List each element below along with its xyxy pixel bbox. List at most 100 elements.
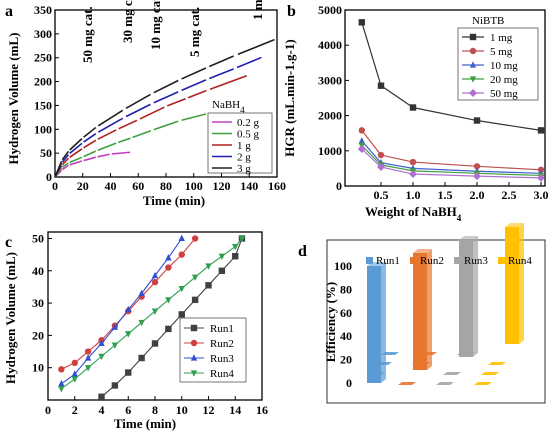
panel-b-legend-label: 5 mg	[490, 46, 513, 58]
panel-a-xtick-label: 160	[268, 179, 286, 193]
panel-a-xtick-label: 20	[77, 179, 89, 193]
panel-a-legend-label: 3 g	[237, 163, 251, 175]
panel-a-series-2g	[83, 133, 97, 143]
panel-c-point	[138, 354, 145, 362]
panel-c-point	[165, 254, 172, 261]
panel-a-series-3g	[97, 109, 124, 127]
panel-b-legend-marker	[469, 47, 477, 55]
panel-a-series-3g	[83, 126, 97, 138]
panel-b-xtick-label: 1.0	[406, 188, 421, 202]
panel-d-bar-side	[519, 223, 524, 344]
panel-b-point	[409, 170, 417, 179]
panel-d-legend-label: Run1	[376, 255, 400, 267]
panel-b-point	[377, 82, 385, 89]
panel-a-series-0.5g	[97, 142, 117, 152]
panel-c-point	[151, 308, 159, 315]
panel-d-floor-tile	[488, 362, 506, 365]
panel-c-point	[205, 282, 212, 289]
panel-d-ytick-label: 60	[340, 306, 352, 320]
panel-c-point	[125, 369, 132, 376]
panel-c-point	[232, 243, 239, 251]
panel-d-floor-tile	[436, 382, 454, 385]
panel-b-legend-marker	[469, 61, 477, 68]
panel-a-series-2g	[208, 68, 235, 80]
panel-a-legend-title: NaBH4	[212, 99, 245, 115]
panel-a-ytick-label: 250	[34, 51, 52, 65]
panel-a-series-1g	[166, 98, 186, 107]
panel-a-xtick-label: 140	[240, 179, 258, 193]
panel-a-ytick-label: 300	[34, 27, 52, 41]
panel-a-series-2g	[153, 91, 179, 104]
panel-b-xtick-label: 3.0	[534, 188, 549, 202]
panel-d-legend-swatch	[454, 257, 461, 264]
panel-c-xtick-label: 12	[203, 403, 215, 417]
panel-c-point	[58, 366, 65, 373]
panel-c-point	[58, 380, 65, 387]
panel-d-floor-tile	[481, 372, 499, 375]
panel-c-ytick-label: 10	[32, 361, 44, 375]
panel-b-ytick-label: 5000	[318, 3, 342, 17]
panel-a-series-0.2g	[97, 153, 110, 158]
panel-a-series-3g	[208, 55, 235, 68]
panel-b-ytick-label: 0	[336, 179, 342, 193]
panel-b-xtick-label: 1.5	[438, 188, 453, 202]
panel-c-legend-marker	[190, 370, 198, 377]
panel-a-annotation: 50 mg cat.	[80, 6, 95, 63]
panel-b-point	[473, 172, 481, 181]
panel-b-ytick-label: 4000	[318, 38, 342, 52]
panel-d-bar	[367, 266, 381, 383]
panel-a-series-3g	[125, 93, 151, 109]
panel-d-legend-swatch	[410, 257, 417, 264]
panel-b-point	[358, 137, 365, 144]
panel-c-point	[151, 340, 159, 347]
panel-a-ytick-label: 0	[46, 170, 52, 184]
panel-b-legend-label: 1 mg	[490, 32, 513, 44]
panel-d-legend-label: Run2	[420, 255, 444, 267]
panel-b-point	[377, 151, 385, 159]
panel-c-point	[98, 339, 105, 347]
panel-d-ytick-label: 100	[334, 259, 352, 273]
panel-d-bar-top	[459, 236, 478, 240]
panel-a-legend-box	[207, 112, 273, 174]
panel-d-floor-tile	[443, 372, 461, 375]
panel-a-annotation: 5 mg cat.	[187, 7, 202, 57]
panel-a-annotation: 30 mg cat.	[120, 0, 135, 43]
panel-a-series-2g	[181, 79, 207, 92]
panel-a-annotation: 1 mg cat.	[250, 0, 265, 20]
panel-b-point	[358, 127, 365, 134]
panel-a-series-2g	[236, 56, 262, 69]
panel-b-point	[473, 163, 481, 170]
panel-a-xtick-label: 40	[105, 179, 117, 193]
panel-a-xtick-label: 60	[132, 179, 144, 193]
panel-b-letter: b	[287, 3, 296, 20]
panel-c-point	[165, 297, 172, 304]
panel-b-legend-marker	[469, 89, 477, 97]
panel-b-legend-label: 50 mg	[490, 88, 518, 100]
panel-b-series-50mg	[361, 148, 542, 179]
panel-c-legend-label: Run4	[210, 368, 234, 380]
panel-c-point	[178, 285, 185, 293]
panel-a-series-0.5g	[181, 113, 207, 122]
panel-c-point	[191, 274, 199, 282]
panel-a-series-1g	[83, 139, 97, 149]
panel-c-ytick-label: 20	[32, 328, 44, 342]
panel-a-ytick-label: 150	[34, 98, 52, 112]
panel-a-series-3g	[181, 67, 207, 80]
panel-c-letter: c	[5, 234, 12, 251]
panel-b-xtick-label: 0.5	[374, 188, 389, 202]
panel-a-series-1g	[187, 89, 207, 99]
panel-b-legend-label: 10 mg	[490, 60, 518, 72]
panel-c-xtick-label: 10	[176, 403, 188, 417]
panel-c-xtick-label: 16	[256, 403, 268, 417]
panel-b-point	[409, 104, 417, 111]
panel-a-series-0.2g	[83, 156, 97, 162]
panel-c-xtick-label: 6	[125, 403, 131, 417]
panel-b-legend-title: NiBTB	[472, 15, 504, 27]
panel-a-series-2g	[125, 103, 151, 118]
panel-b-xtick-label: 2.5	[502, 188, 517, 202]
panel-a-series-1g	[97, 129, 117, 140]
panel-c-point	[178, 311, 185, 318]
panel-d-frame	[326, 239, 546, 404]
panel-c-point	[84, 348, 92, 355]
